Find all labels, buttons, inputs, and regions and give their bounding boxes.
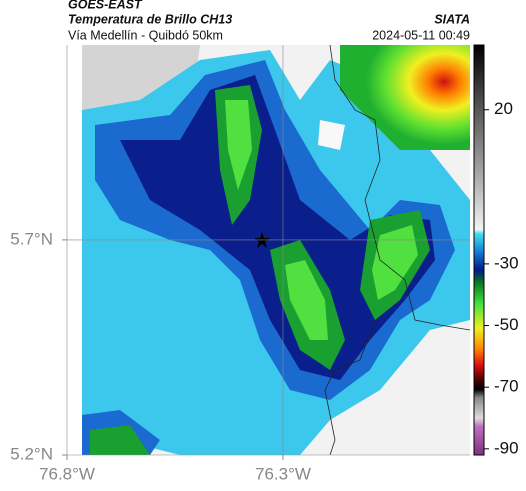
colorbar	[473, 44, 485, 456]
colorbar-tick-label: -50	[494, 315, 519, 334]
subtitle: Temperatura de Brillo CH13	[68, 12, 232, 26]
timestamp: 2024-05-11 00:49	[372, 28, 470, 42]
x-tick-label: 76.3°W	[255, 464, 311, 483]
title: GOES-EAST	[68, 0, 143, 11]
colorbar-tick-label: 20	[494, 99, 513, 118]
y-tick-label: 5.2°N	[10, 444, 53, 463]
colorbar-tick-label: -30	[494, 253, 519, 272]
satellite-image	[67, 45, 470, 455]
colorbar-tick-label: -90	[494, 438, 519, 457]
colorbar-tick-label: -70	[494, 377, 519, 396]
source: SIATA	[434, 12, 470, 26]
y-tick-label: 5.7°N	[10, 229, 53, 248]
route: Vía Medellín - Quibdó 50km	[68, 28, 223, 42]
x-tick-label: 76.8°W	[39, 464, 95, 483]
